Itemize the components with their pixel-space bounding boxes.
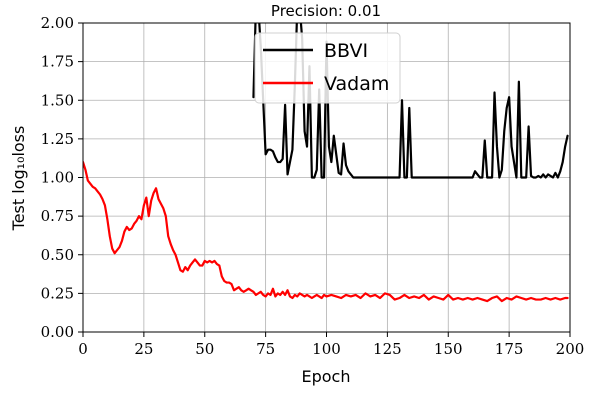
series-line-bbvi xyxy=(252,23,569,179)
x-tick-label: 0 xyxy=(78,340,88,358)
y-tick-label: 2.00 xyxy=(41,14,74,32)
y-tick-label: 1.75 xyxy=(41,53,74,71)
y-tick-label: 1.25 xyxy=(41,130,74,148)
legend-label-bbvi: BBVI xyxy=(324,40,368,62)
y-tick-label: 0.50 xyxy=(41,246,74,264)
y-tick-label: 0.00 xyxy=(41,323,74,341)
x-axis-label: Epoch xyxy=(302,367,351,386)
y-tick-label: 0.75 xyxy=(41,207,74,225)
y-axis-label: Test log₁₀loss xyxy=(9,126,28,232)
x-tick-label: 100 xyxy=(312,340,341,358)
x-tick-label: 50 xyxy=(195,340,214,358)
x-tick-label: 175 xyxy=(495,340,524,358)
series-line-vadam xyxy=(83,160,569,303)
x-tick-label: 25 xyxy=(134,340,153,358)
legend: BBVI Vadam xyxy=(254,32,401,104)
x-tick-label: 75 xyxy=(256,340,275,358)
y-tick-label: 1.50 xyxy=(41,91,74,109)
legend-label-vadam: Vadam xyxy=(324,73,389,95)
chart-title: Precision: 0.01 xyxy=(271,2,381,20)
x-tick-label: 125 xyxy=(373,340,402,358)
series-layer xyxy=(83,23,569,303)
x-tick-label: 150 xyxy=(434,340,463,358)
x-tick-label: 200 xyxy=(556,340,585,358)
axis-tick-labels: 0 25 50 75 100 125 150 175 200 0.00 0.25 0.50 0.75 1.… xyxy=(41,14,585,358)
y-tick-label: 1.00 xyxy=(41,169,74,187)
axis-ticks xyxy=(78,22,571,337)
y-tick-label: 0.25 xyxy=(41,284,74,302)
